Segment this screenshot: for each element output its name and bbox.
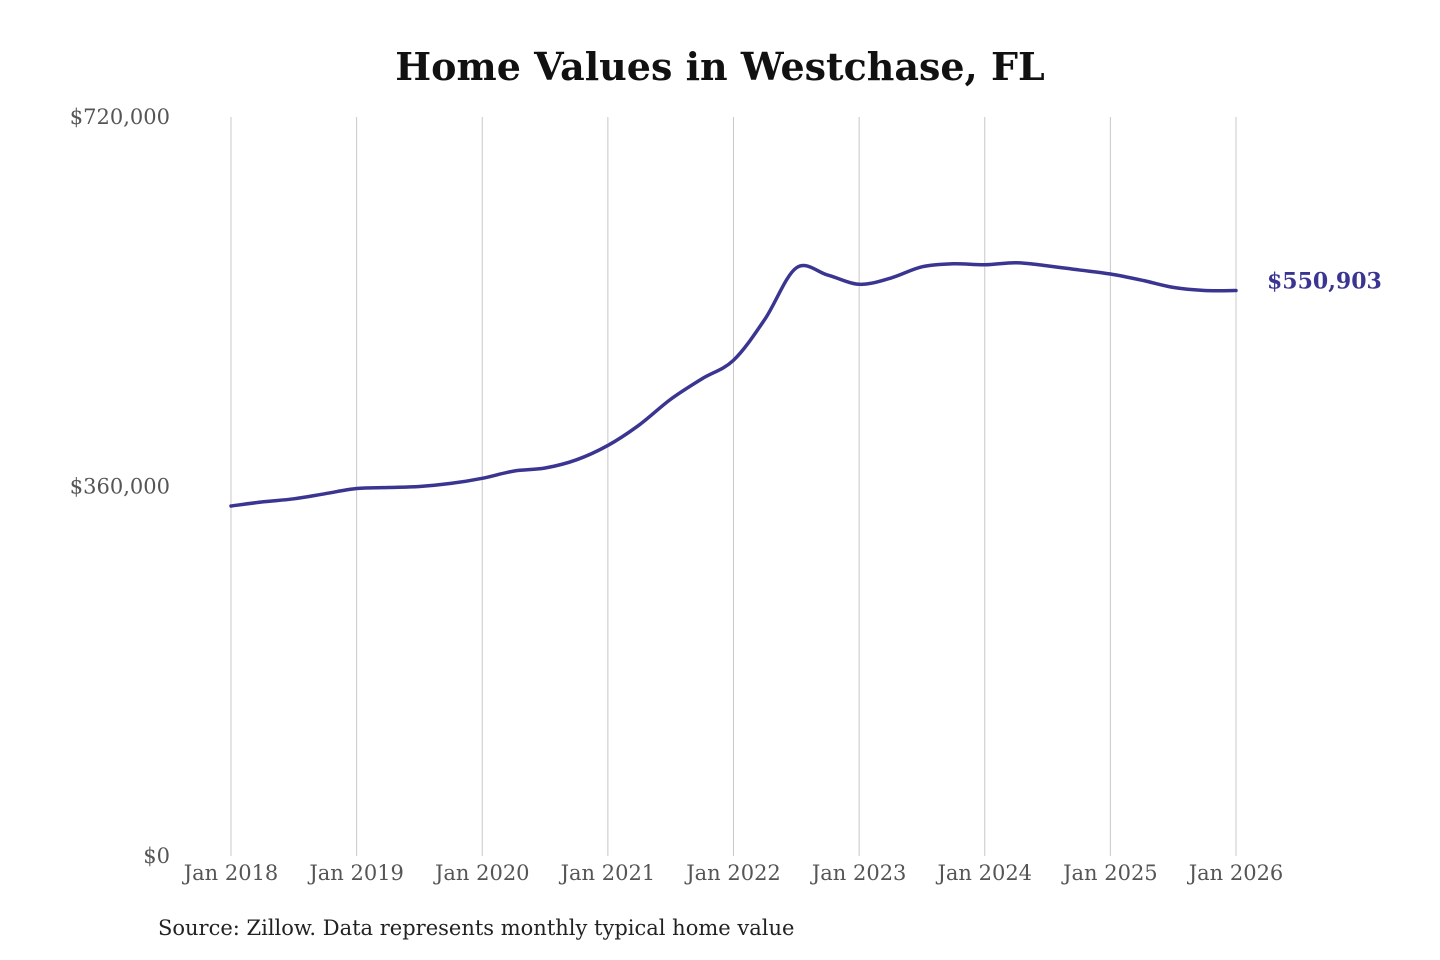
x-tick-label: Jan 2020 (433, 861, 530, 885)
x-tick-label: Jan 2019 (307, 861, 404, 885)
x-tick-label: Jan 2022 (684, 861, 781, 885)
y-tick-label: $360,000 (70, 475, 170, 499)
series-line (229, 260, 1238, 508)
end-value-label: $550,903 (1267, 269, 1382, 295)
y-tick-label: $0 (143, 844, 170, 868)
x-tick-label: Jan 2026 (1187, 861, 1284, 885)
x-tick-label: Jan 2024 (935, 861, 1032, 885)
chart-title: Home Values in Westchase, FL (395, 44, 1045, 89)
x-tick-label: Jan 2018 (182, 861, 279, 885)
x-tick-label: Jan 2025 (1061, 861, 1158, 885)
x-tick-label: Jan 2023 (810, 861, 907, 885)
source-note: Source: Zillow. Data represents monthly … (158, 916, 795, 940)
x-tick-label: Jan 2021 (559, 861, 656, 885)
y-tick-label: $720,000 (70, 105, 170, 129)
